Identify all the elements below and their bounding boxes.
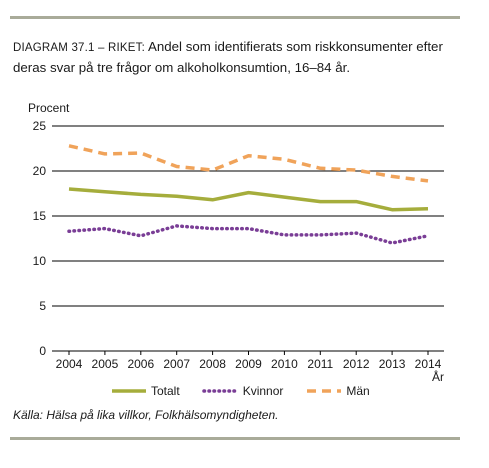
x-tick-label: 2010 <box>271 357 298 371</box>
legend-item: Kvinnor <box>201 384 284 398</box>
x-tick-label: 2004 <box>56 357 83 371</box>
legend-item: Män <box>305 384 370 398</box>
line-chart: 0 5 10 15 20 25 2004 2005 2006 2007 2008 2009 2010 20… <box>33 119 444 371</box>
chart-frame: DIAGRAM 37.1 – RIKET: Andel som identifi… <box>10 16 460 440</box>
y-tick-label: 25 <box>33 119 47 133</box>
legend-swatch <box>307 389 342 393</box>
bottom-rule <box>10 437 460 440</box>
series-line-0 <box>68 187 429 212</box>
x-tick-label: 2006 <box>127 357 154 371</box>
y-tick-label: 5 <box>39 299 46 313</box>
chart-legend: Totalt Kvinnor Män <box>110 383 392 399</box>
legend-label: Totalt <box>151 384 180 398</box>
series-line-2 <box>68 144 429 183</box>
series-line-1 <box>67 224 430 245</box>
y-tick-label: 20 <box>33 164 47 178</box>
legend-item: Totalt <box>110 384 180 398</box>
x-axis-unit-label: År <box>432 370 444 384</box>
x-tick-label: 2014 <box>415 357 442 371</box>
y-tick-label: 0 <box>39 344 46 358</box>
legend-swatch <box>201 389 240 393</box>
x-tick-label: 2007 <box>163 357 190 371</box>
y-tick-label: 15 <box>33 209 47 223</box>
x-tick-label: 2012 <box>343 357 370 371</box>
x-tick-label: 2008 <box>199 357 226 371</box>
x-tick-label: 2013 <box>379 357 406 371</box>
legend-swatch <box>112 389 146 393</box>
chart-title: DIAGRAM 37.1 – RIKET: Andel som identifi… <box>13 37 453 77</box>
x-tick-label: 2005 <box>92 357 119 371</box>
y-tick-label: 10 <box>33 254 47 268</box>
source-note: Källa: Hälsa på lika villkor, Folkhälsom… <box>13 408 279 422</box>
chart-title-prefix: DIAGRAM 37.1 – RIKET: <box>13 42 146 54</box>
x-tick-label: 2009 <box>235 357 262 371</box>
legend-label: Kvinnor <box>242 384 284 398</box>
legend-label: Män <box>346 384 370 398</box>
x-tick-label: 2011 <box>307 357 333 371</box>
chart-title-text: Andel som identifierats som riskkonsumen… <box>13 39 443 75</box>
y-axis-label: Procent <box>28 101 70 115</box>
top-rule <box>10 16 460 19</box>
